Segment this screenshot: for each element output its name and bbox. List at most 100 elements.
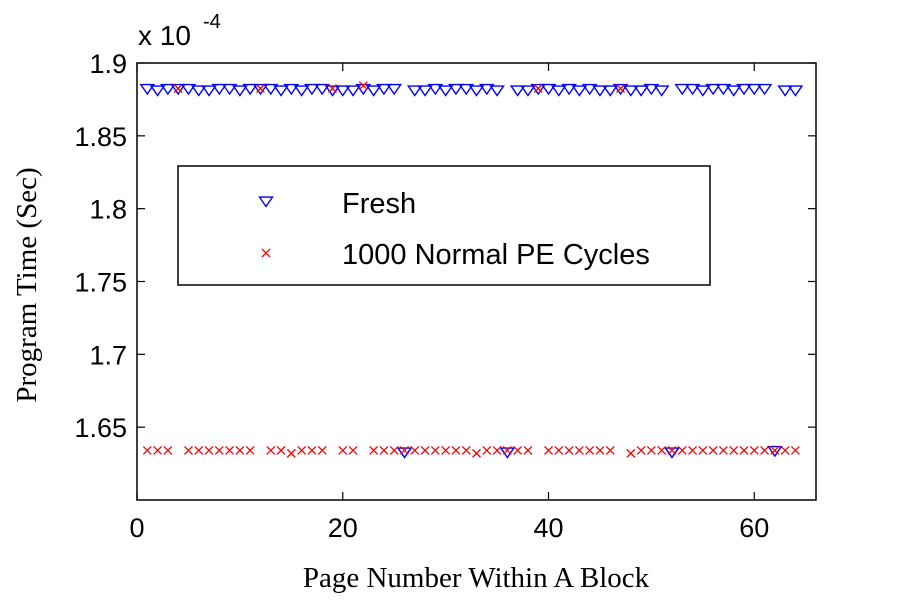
data-point-fresh (695, 85, 711, 97)
data-point-fresh (787, 85, 804, 97)
data-point-fresh (602, 85, 619, 97)
legend-marker-fresh (258, 196, 274, 208)
data-point-pe-cycles (523, 446, 533, 455)
data-point-pe-cycles (492, 446, 502, 455)
data-point-pe-cycles (328, 84, 337, 93)
data-point-pe-cycles (749, 446, 759, 455)
data-point-fresh (561, 83, 577, 96)
data-point-fresh (592, 85, 608, 97)
data-point-pe-cycles (348, 446, 358, 455)
data-point-pe-cycles (255, 84, 265, 93)
data-point-pe-cycles (760, 446, 770, 455)
data-point-pe-cycles (646, 446, 656, 455)
data-point-fresh (437, 85, 454, 97)
data-point-fresh (530, 83, 547, 96)
data-point-fresh (180, 83, 197, 96)
data-point-fresh (201, 85, 217, 97)
data-point-fresh (736, 83, 752, 96)
data-point-fresh (262, 83, 279, 96)
data-point-fresh (273, 85, 289, 97)
data-point-pe-cycles (163, 446, 173, 455)
data-point-fresh (478, 83, 495, 96)
data-point-fresh (777, 85, 793, 97)
data-point-pe-cycles (245, 446, 255, 455)
data-point-pe-cycles (297, 446, 307, 455)
data-point-pe-cycles (225, 446, 235, 455)
data-point-fresh (139, 83, 156, 96)
data-point-fresh (715, 83, 732, 96)
data-point-pe-cycles (451, 446, 461, 455)
data-point-pe-cycles (420, 446, 430, 455)
data-point-fresh (581, 83, 598, 96)
x-tick-label: 60 (739, 513, 769, 543)
y-tick-label: 1.75 (74, 268, 127, 298)
data-point-fresh (242, 83, 258, 96)
data-point-fresh (622, 85, 639, 97)
data-point-pe-cycles (266, 446, 276, 455)
data-point-fresh (304, 83, 320, 96)
data-point-fresh (283, 83, 300, 96)
data-point-fresh (664, 447, 680, 459)
data-point-pe-cycles (790, 446, 800, 455)
data-point-fresh (314, 83, 331, 96)
data-point-pe-cycles (626, 448, 636, 458)
data-point-fresh (211, 83, 228, 96)
data-point-fresh (520, 85, 536, 97)
data-point-pe-cycles (235, 446, 245, 455)
data-point-fresh (540, 83, 557, 96)
data-point-fresh (365, 85, 382, 97)
data-point-fresh (221, 83, 238, 96)
x-tick-label: 40 (533, 513, 563, 543)
data-point-pe-cycles (276, 446, 286, 455)
data-point-fresh (489, 85, 505, 97)
data-point-fresh (252, 83, 269, 96)
data-point-pe-cycles (513, 446, 523, 455)
data-point-pe-cycles (472, 448, 481, 458)
data-point-fresh (767, 445, 783, 458)
x-tick-label: 0 (129, 513, 144, 543)
data-point-fresh (756, 83, 773, 96)
data-point-pe-cycles (667, 446, 677, 455)
data-point-fresh (345, 85, 361, 97)
y-tick-label: 1.65 (74, 413, 127, 443)
data-point-fresh (293, 85, 310, 97)
data-point-pe-cycles (708, 446, 718, 455)
data-point-fresh (725, 85, 742, 97)
data-point-fresh (571, 85, 588, 97)
data-point-pe-cycles (585, 446, 595, 455)
y-multiplier-base: x 10 (138, 20, 191, 51)
data-point-pe-cycles (698, 446, 708, 455)
y-axis-title: Program Time (Sec) (11, 167, 43, 402)
data-point-pe-cycles (430, 446, 440, 455)
data-point-pe-cycles (194, 446, 204, 455)
data-point-pe-cycles (574, 446, 584, 455)
y-tick-label: 1.85 (74, 122, 127, 152)
data-point-fresh (458, 83, 475, 96)
data-point-fresh (417, 85, 433, 97)
y-multiplier-exponent: -4 (203, 11, 221, 33)
data-point-pe-cycles (142, 446, 152, 455)
data-point-fresh (396, 447, 413, 459)
data-point-pe-cycles (461, 446, 471, 455)
data-point-pe-cycles (595, 446, 605, 455)
data-point-fresh (160, 83, 176, 96)
data-point-pe-cycles (780, 446, 790, 455)
data-point-fresh (376, 83, 392, 96)
legend-label-fresh: Fresh (342, 188, 416, 220)
data-point-pe-cycles (183, 446, 193, 455)
data-point-pe-cycles (554, 446, 564, 455)
data-point-pe-cycles (718, 446, 728, 455)
data-point-pe-cycles (616, 84, 625, 93)
data-marks (139, 81, 804, 459)
data-point-pe-cycles (358, 81, 368, 91)
data-point-fresh (386, 83, 403, 96)
data-point-fresh (190, 85, 207, 97)
data-point-fresh (509, 85, 526, 97)
data-point-fresh (232, 85, 248, 97)
data-point-pe-cycles (688, 446, 698, 455)
data-point-pe-cycles (544, 446, 553, 455)
data-point-fresh (170, 83, 186, 96)
data-point-pe-cycles (605, 446, 615, 455)
data-point-pe-cycles (214, 446, 224, 455)
